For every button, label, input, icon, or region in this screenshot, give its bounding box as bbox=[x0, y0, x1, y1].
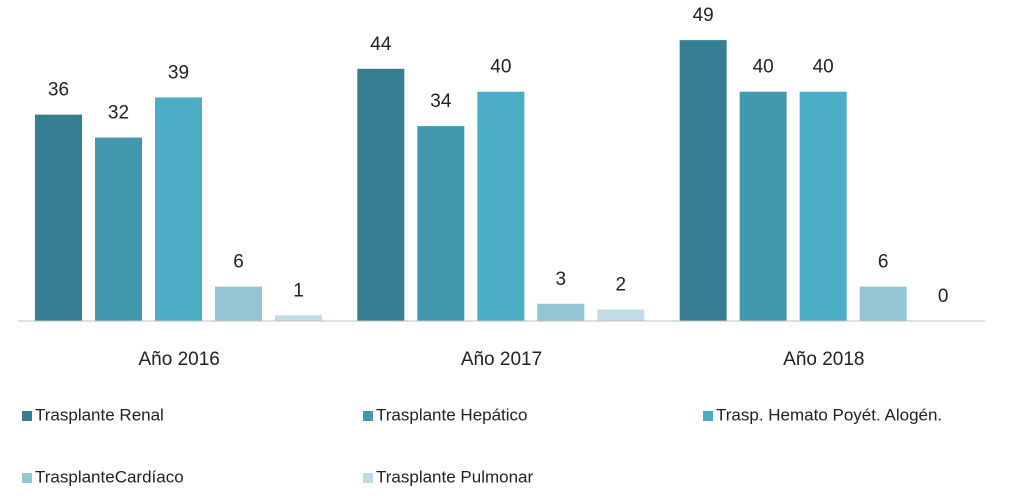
x-tick-label: Año 2018 bbox=[783, 349, 864, 370]
bar bbox=[35, 114, 82, 322]
legend-swatch bbox=[363, 473, 373, 483]
bar bbox=[275, 315, 322, 321]
bar bbox=[739, 91, 787, 321]
data-label: 44 bbox=[370, 34, 392, 55]
data-label: 32 bbox=[108, 103, 129, 124]
legend-swatch bbox=[22, 473, 32, 483]
legend-label: Trasplante Renal bbox=[35, 405, 164, 424]
bar bbox=[357, 68, 405, 322]
data-label: 0 bbox=[938, 286, 949, 307]
legend-label: Trasplante Hepático bbox=[376, 405, 528, 424]
data-label: 49 bbox=[693, 5, 714, 26]
bar bbox=[215, 286, 262, 321]
bar bbox=[799, 91, 847, 321]
data-label: 40 bbox=[813, 57, 834, 78]
bar bbox=[537, 303, 585, 321]
legend-swatch bbox=[22, 411, 32, 421]
legend-label: Trasp. Hemato Poyét. Alogén. bbox=[716, 405, 942, 424]
legend-label: Trasplante Pulmonar bbox=[376, 467, 534, 486]
bar bbox=[155, 97, 202, 321]
bar bbox=[95, 137, 142, 321]
data-label: 40 bbox=[753, 57, 774, 78]
data-label: 6 bbox=[233, 252, 244, 273]
data-label: 1 bbox=[293, 280, 304, 301]
x-tick-label: Año 2016 bbox=[138, 349, 219, 370]
data-label: 34 bbox=[430, 91, 452, 112]
bar bbox=[477, 91, 525, 321]
bar bbox=[417, 126, 465, 321]
bar bbox=[859, 286, 907, 321]
data-label: 6 bbox=[878, 252, 889, 273]
data-label: 40 bbox=[490, 57, 511, 78]
legend-swatch bbox=[703, 411, 713, 421]
data-label: 2 bbox=[616, 275, 627, 296]
x-tick-label: Año 2017 bbox=[461, 349, 542, 370]
data-label: 39 bbox=[168, 62, 189, 83]
bar bbox=[679, 40, 727, 321]
legend-swatch bbox=[363, 411, 373, 421]
data-label: 3 bbox=[556, 269, 567, 290]
data-label: 36 bbox=[48, 80, 69, 101]
legend-label: TrasplanteCardíaco bbox=[35, 467, 184, 486]
bar bbox=[597, 309, 645, 321]
